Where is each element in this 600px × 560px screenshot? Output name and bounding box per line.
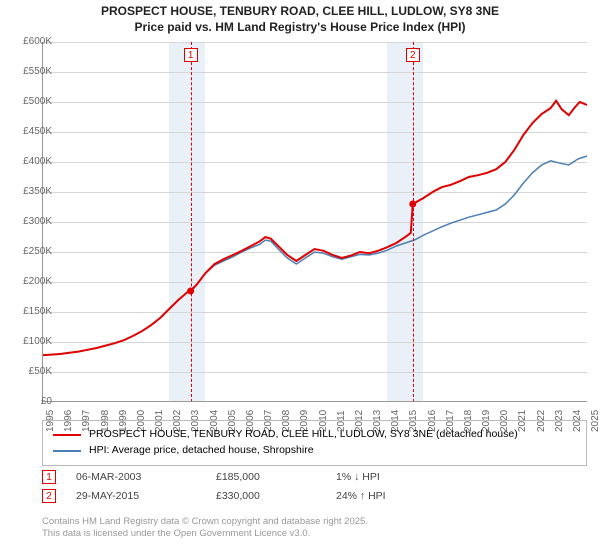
y-axis-label: £350K (12, 186, 52, 197)
y-axis-label: £200K (12, 276, 52, 287)
legend-item-price-paid: PROSPECT HOUSE, TENBURY ROAD, CLEE HILL,… (53, 427, 576, 443)
legend-swatch-2 (53, 450, 81, 452)
y-axis-label: £550K (12, 66, 52, 77)
transaction-delta-2: 24% ↑ HPI (336, 487, 446, 506)
y-axis-label: £300K (12, 216, 52, 227)
transactions-table: 1 06-MAR-2003 £185,000 1% ↓ HPI 2 29-MAY… (42, 468, 587, 506)
y-axis-label: £50K (12, 366, 52, 377)
y-axis-label: £500K (12, 96, 52, 107)
y-axis-label: £0 (12, 396, 52, 407)
y-axis-label: £100K (12, 336, 52, 347)
transaction-date-1: 06-MAR-2003 (76, 468, 196, 487)
transaction-marker-2: 2 (42, 489, 56, 503)
y-axis-label: £400K (12, 156, 52, 167)
transaction-delta-1: 1% ↓ HPI (336, 468, 446, 487)
chart-title: PROSPECT HOUSE, TENBURY ROAD, CLEE HILL,… (0, 0, 600, 35)
transaction-marker-1: 1 (42, 470, 56, 484)
chart-plot-area: 12 (42, 42, 587, 402)
legend-label-1: PROSPECT HOUSE, TENBURY ROAD, CLEE HILL,… (89, 427, 518, 443)
legend-label-2: HPI: Average price, detached house, Shro… (89, 443, 314, 459)
title-line1: PROSPECT HOUSE, TENBURY ROAD, CLEE HILL,… (0, 4, 600, 20)
footer-attribution: Contains HM Land Registry data © Crown c… (42, 516, 368, 541)
footer-line1: Contains HM Land Registry data © Crown c… (42, 516, 368, 528)
legend-swatch-1 (53, 434, 81, 437)
transaction-price-2: £330,000 (216, 487, 316, 506)
transaction-price-1: £185,000 (216, 468, 316, 487)
x-axis-label: 2025 (590, 410, 600, 432)
footer-line2: This data is licensed under the Open Gov… (42, 528, 368, 540)
y-axis-label: £600K (12, 36, 52, 47)
transaction-row-1: 1 06-MAR-2003 £185,000 1% ↓ HPI (42, 468, 587, 487)
legend-item-hpi: HPI: Average price, detached house, Shro… (53, 443, 576, 459)
y-axis-label: £150K (12, 306, 52, 317)
legend-box: PROSPECT HOUSE, TENBURY ROAD, CLEE HILL,… (42, 420, 587, 466)
y-axis-label: £250K (12, 246, 52, 257)
title-line2: Price paid vs. HM Land Registry's House … (0, 20, 600, 36)
transaction-row-2: 2 29-MAY-2015 £330,000 24% ↑ HPI (42, 487, 587, 506)
y-axis-label: £450K (12, 126, 52, 137)
transaction-date-2: 29-MAY-2015 (76, 487, 196, 506)
chart-border (42, 42, 587, 402)
